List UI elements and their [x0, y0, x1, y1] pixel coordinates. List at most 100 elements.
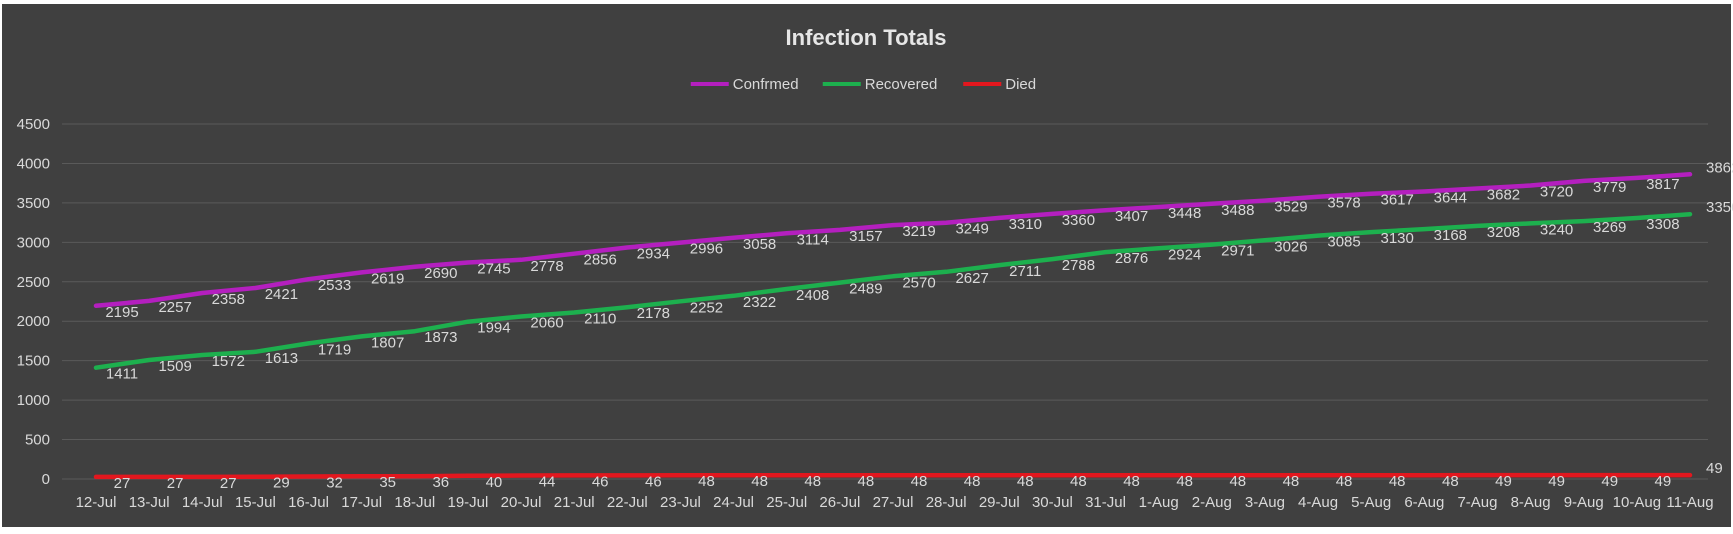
data-label: 2778 [530, 258, 563, 275]
data-label: 2322 [743, 294, 776, 311]
x-tick-label: 5-Aug [1351, 494, 1391, 511]
data-label: 2358 [212, 291, 245, 308]
x-tick-label: 19-Jul [448, 494, 489, 511]
data-labels: 2195 2257 2358 2421 2533 2619 2690 2745 2778 2856… [105, 159, 1733, 492]
data-label: 49 [1706, 460, 1723, 477]
data-label: 3682 [1487, 187, 1520, 204]
data-label: 2996 [690, 241, 723, 258]
gridlines [62, 123, 1708, 480]
x-tick-label: 18-Jul [394, 494, 435, 511]
y-tick-label: 2000 [17, 313, 50, 330]
data-label: 3578 [1327, 195, 1360, 212]
data-label: 48 [911, 473, 928, 490]
data-label: 48 [751, 473, 768, 490]
data-label: 2533 [318, 277, 351, 294]
data-label: 3219 [902, 223, 935, 240]
data-label: 27 [220, 475, 237, 492]
x-tick-label: 1-Aug [1139, 494, 1179, 511]
data-label: 46 [592, 473, 609, 490]
data-label: 3488 [1221, 202, 1254, 219]
data-label: 2745 [477, 260, 510, 277]
x-tick-label: 24-Jul [713, 494, 754, 511]
data-label: 2252 [690, 299, 723, 316]
data-label: 3817 [1646, 176, 1679, 193]
y-tick-label: 4500 [17, 116, 50, 133]
data-label: 2627 [955, 270, 988, 287]
data-label: 2690 [424, 265, 457, 282]
series-line-died [93, 472, 1693, 480]
x-tick-label: 10-Aug [1613, 494, 1661, 511]
x-tick-label: 4-Aug [1298, 494, 1338, 511]
data-label: 48 [964, 473, 981, 490]
data-label: 2619 [371, 270, 404, 287]
data-label: 48 [1229, 473, 1246, 490]
data-label: 3862 [1706, 159, 1733, 176]
data-label: 3114 [797, 231, 829, 248]
data-label: 2856 [584, 252, 617, 269]
data-label: 48 [1176, 473, 1193, 490]
data-label: 48 [1017, 473, 1034, 490]
data-label: 3240 [1540, 221, 1573, 238]
data-label: 3058 [743, 236, 776, 253]
data-label: 3157 [849, 228, 882, 245]
data-label: 1807 [371, 334, 404, 351]
y-tick-label: 3500 [17, 195, 50, 212]
x-tick-label: 23-Jul [660, 494, 701, 511]
x-tick-label: 26-Jul [819, 494, 860, 511]
data-label: 2971 [1221, 243, 1254, 260]
x-axis: 12-Jul 13-Jul 14-Jul 15-Jul 16-Jul 17-Jul 18-J… [76, 494, 1714, 511]
x-tick-label: 9-Aug [1564, 494, 1604, 511]
data-label: 48 [1442, 473, 1459, 490]
data-label: 48 [1123, 473, 1140, 490]
data-label: 3529 [1274, 199, 1307, 216]
y-tick-label: 1500 [17, 353, 50, 370]
data-label: 27 [167, 475, 184, 492]
data-label: 49 [1601, 473, 1618, 490]
y-tick-label: 4000 [17, 155, 50, 172]
data-label: 48 [858, 473, 875, 490]
x-tick-label: 11-Aug [1666, 494, 1713, 511]
data-label: 3779 [1593, 179, 1626, 196]
data-label: 2489 [849, 281, 882, 298]
x-tick-label: 21-Jul [554, 494, 595, 511]
data-label: 3130 [1381, 230, 1414, 247]
series-lines [93, 172, 1693, 480]
data-label: 48 [1336, 473, 1353, 490]
data-label: 40 [486, 474, 503, 491]
y-tick-label: 2500 [17, 274, 50, 291]
data-label: 3308 [1646, 216, 1679, 233]
x-tick-label: 13-Jul [129, 494, 170, 511]
data-label: 1613 [265, 350, 298, 367]
data-label: 3407 [1115, 208, 1148, 225]
data-label: 36 [432, 474, 449, 491]
data-label: 35 [379, 474, 396, 491]
x-tick-label: 6-Aug [1404, 494, 1444, 511]
data-label: 1411 [106, 366, 138, 383]
legend-label: Died [1005, 76, 1036, 93]
data-label: 3208 [1487, 224, 1520, 241]
y-tick-label: 1000 [17, 392, 50, 409]
data-label: 48 [698, 473, 715, 490]
data-label: 48 [804, 473, 821, 490]
x-tick-label: 16-Jul [288, 494, 329, 511]
data-label: 3249 [955, 221, 988, 238]
data-label: 2924 [1168, 246, 1201, 263]
data-label: 48 [1283, 473, 1300, 490]
data-label: 2934 [637, 246, 670, 263]
data-label: 27 [114, 475, 131, 492]
data-label: 2876 [1115, 250, 1148, 267]
y-axis: 0 500 1000 1500 2000 2500 3000 3500 4000 4500 [17, 116, 50, 488]
x-tick-label: 27-Jul [873, 494, 914, 511]
data-label: 49 [1495, 473, 1512, 490]
data-label: 49 [1548, 473, 1565, 490]
data-label: 29 [273, 475, 290, 492]
data-label: 49 [1655, 473, 1672, 490]
legend-label: Confrmed [733, 76, 799, 93]
data-label: 48 [1070, 473, 1087, 490]
x-tick-label: 12-Jul [76, 494, 117, 511]
data-label: 2110 [584, 311, 616, 328]
x-tick-label: 7-Aug [1457, 494, 1497, 511]
data-label: 3085 [1327, 234, 1360, 251]
data-label: 1873 [424, 329, 457, 346]
